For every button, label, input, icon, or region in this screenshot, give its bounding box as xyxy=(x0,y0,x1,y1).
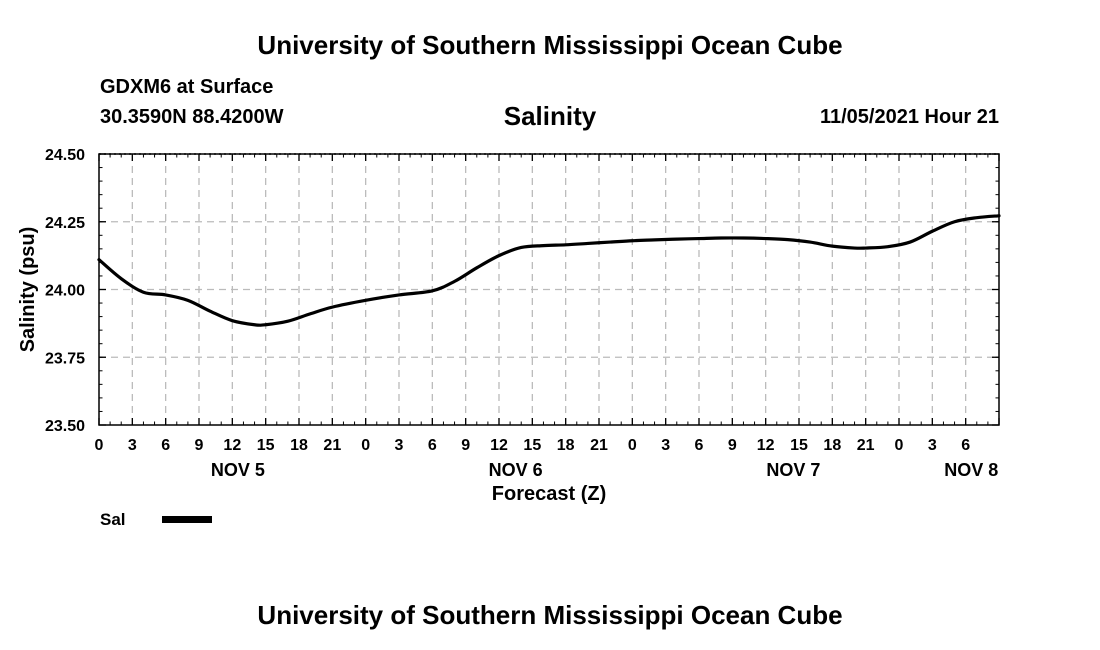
station-label: GDXM6 at Surface xyxy=(100,76,274,98)
grid-layer xyxy=(99,154,999,425)
salinity-chart: 0 3 6 9 12 15 18 21 0 3 6 9 12 15 18 21 0 3 6 9 12 15 18 21 0 3 6 2… xyxy=(17,147,1001,505)
x-tick-label: 6 xyxy=(695,437,704,454)
x-tick-label: 9 xyxy=(461,437,470,454)
y-tick-label: 23.50 xyxy=(45,418,85,435)
page-title: University of Southern Mississippi Ocean… xyxy=(257,30,843,60)
footer-title: University of Southern Mississippi Ocean… xyxy=(257,600,843,630)
x-tick-label: 12 xyxy=(757,437,775,454)
forecast-datetime: 11/05/2021 Hour 21 xyxy=(819,106,999,128)
labels-layer: 0 3 6 9 12 15 18 21 0 3 6 9 12 15 18 21 0 3 6 9 12 15 18 21 0 3 6 2… xyxy=(45,147,998,480)
y-tick-label: 24.00 xyxy=(45,283,85,300)
legend-line-swatch xyxy=(162,516,212,523)
x-tick-label: 15 xyxy=(790,437,808,454)
day-label: NOV 7 xyxy=(766,460,820,480)
x-tick-label: 9 xyxy=(195,437,204,454)
y-tick-label: 23.75 xyxy=(45,350,85,367)
x-tick-label: 18 xyxy=(823,437,841,454)
day-label: NOV 8 xyxy=(944,460,998,480)
x-tick-label: 3 xyxy=(661,437,670,454)
x-tick-label: 21 xyxy=(590,437,608,454)
x-tick-label: 12 xyxy=(490,437,508,454)
y-tick-label: 24.50 xyxy=(45,147,85,164)
x-tick-label: 3 xyxy=(928,437,937,454)
chart-title: Salinity xyxy=(503,101,597,131)
x-tick-label: 15 xyxy=(523,437,541,454)
legend-label: Sal xyxy=(100,510,126,529)
x-tick-label: 0 xyxy=(628,437,637,454)
ticks-layer xyxy=(98,153,1000,426)
x-tick-label: 0 xyxy=(361,437,370,454)
x-tick-label: 6 xyxy=(161,437,170,454)
x-tick-label: 6 xyxy=(961,437,970,454)
x-tick-label: 18 xyxy=(290,437,308,454)
x-tick-label: 15 xyxy=(257,437,275,454)
x-tick-label: 3 xyxy=(395,437,404,454)
x-tick-label: 12 xyxy=(223,437,241,454)
x-tick-label: 18 xyxy=(557,437,575,454)
x-tick-label: 0 xyxy=(95,437,104,454)
x-tick-label: 21 xyxy=(323,437,341,454)
x-tick-label: 0 xyxy=(895,437,904,454)
x-tick-label: 21 xyxy=(857,437,875,454)
y-axis-label: Salinity (psu) xyxy=(17,227,39,353)
y-tick-label: 24.25 xyxy=(45,215,85,232)
day-label: NOV 6 xyxy=(489,460,543,480)
x-axis-label: Forecast (Z) xyxy=(492,483,606,505)
x-tick-label: 6 xyxy=(428,437,437,454)
coordinates-label: 30.3590N 88.4200W xyxy=(100,106,284,128)
day-label: NOV 5 xyxy=(211,460,265,480)
salinity-series-line xyxy=(97,214,1001,327)
x-tick-label: 9 xyxy=(728,437,737,454)
x-tick-label: 3 xyxy=(128,437,137,454)
